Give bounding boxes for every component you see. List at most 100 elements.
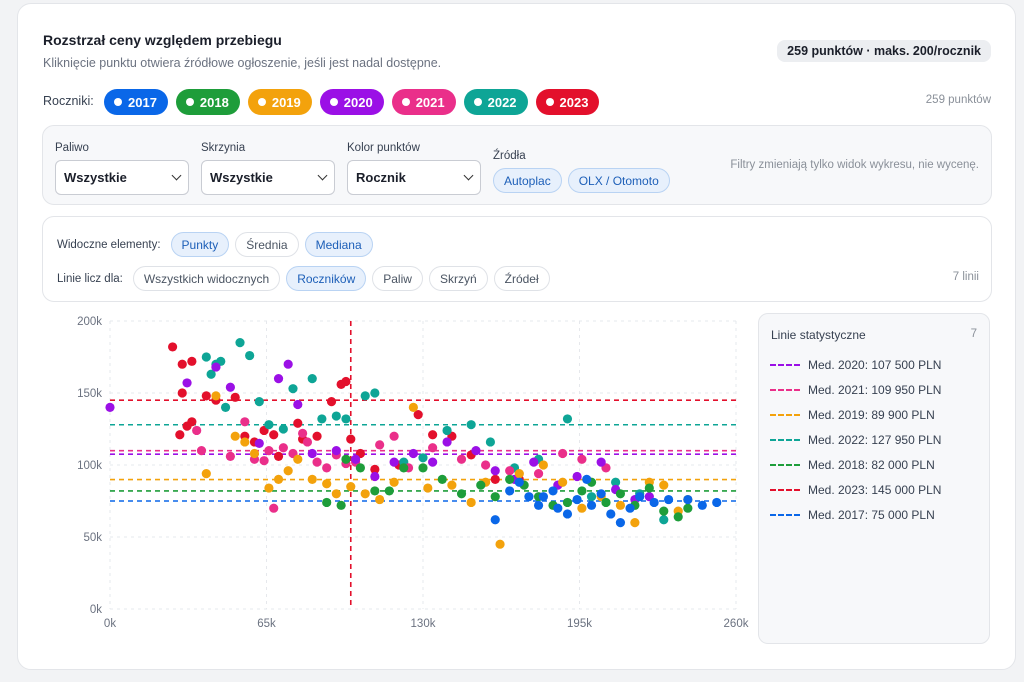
data-point-2022[interactable] <box>278 424 288 434</box>
data-point-2019[interactable] <box>249 448 260 459</box>
data-point-2022[interactable] <box>442 425 452 436</box>
data-point-2023[interactable] <box>341 376 351 387</box>
data-point-2018[interactable] <box>683 503 693 513</box>
data-point-2017[interactable] <box>712 497 722 508</box>
data-point-2019[interactable] <box>264 483 274 493</box>
data-point-2017[interactable] <box>697 500 707 510</box>
data-point-2017[interactable] <box>490 515 500 525</box>
data-point-2019[interactable] <box>630 518 640 528</box>
year-chip-2021[interactable]: 2021 <box>391 89 456 115</box>
data-point-2017[interactable] <box>606 509 616 519</box>
data-point-2022[interactable] <box>245 350 255 361</box>
data-point-2020[interactable] <box>211 362 221 372</box>
data-point-2019[interactable] <box>466 497 476 508</box>
data-point-2019[interactable] <box>322 479 332 489</box>
data-point-2020[interactable] <box>596 457 606 467</box>
data-point-2019[interactable] <box>307 474 317 484</box>
year-chip-2022[interactable]: 2022 <box>463 89 528 115</box>
data-point-2022[interactable] <box>206 369 216 379</box>
data-point-2020[interactable] <box>293 399 303 410</box>
data-point-2020[interactable] <box>572 471 582 482</box>
data-point-2020[interactable] <box>370 471 380 482</box>
data-point-2021[interactable] <box>375 440 385 450</box>
data-point-2018[interactable] <box>370 486 380 496</box>
data-point-2019[interactable] <box>389 477 399 487</box>
data-point-2021[interactable] <box>225 451 235 461</box>
data-point-2019[interactable] <box>360 489 370 499</box>
gearbox-select[interactable]: Wszystkie <box>201 160 335 195</box>
data-point-2020[interactable] <box>529 457 539 467</box>
source-chip-autoplac[interactable]: Autoplac <box>493 168 562 193</box>
data-point-2023[interactable] <box>177 388 187 398</box>
data-point-2022[interactable] <box>360 391 370 401</box>
data-point-2023[interactable] <box>370 464 380 474</box>
point-color-select[interactable]: Rocznik <box>347 160 481 195</box>
data-point-2021[interactable] <box>428 443 438 453</box>
data-point-2021[interactable] <box>302 437 313 447</box>
data-point-2017[interactable] <box>524 492 534 502</box>
data-point-2022[interactable] <box>264 420 274 430</box>
data-point-2021[interactable] <box>192 425 202 436</box>
data-point-2018[interactable] <box>341 454 351 464</box>
data-point-2020[interactable] <box>408 448 418 459</box>
data-point-2019[interactable] <box>447 480 457 490</box>
data-point-2023[interactable] <box>201 391 211 401</box>
lines-for-fuels[interactable]: Paliw <box>372 266 423 291</box>
data-point-2023[interactable] <box>177 359 187 369</box>
lines-for-sources[interactable]: Źródeł <box>493 266 550 291</box>
data-point-2021[interactable] <box>264 446 274 456</box>
data-point-2020[interactable] <box>283 359 293 369</box>
data-point-2023[interactable] <box>269 430 279 440</box>
data-point-2019[interactable] <box>495 539 505 549</box>
data-point-2023[interactable] <box>346 434 356 444</box>
data-point-2019[interactable] <box>538 460 548 470</box>
data-point-2017[interactable] <box>533 500 544 510</box>
data-point-2023[interactable] <box>273 451 284 461</box>
data-point-2022[interactable] <box>341 414 351 424</box>
data-point-2020[interactable] <box>273 374 284 384</box>
toggle-points[interactable]: Punkty <box>170 232 230 257</box>
data-point-2021[interactable] <box>577 454 587 464</box>
year-chip-2017[interactable]: 2017 <box>104 89 168 115</box>
lines-for-all-visible[interactable]: Wszystkich widocznych <box>132 266 281 291</box>
data-point-2019[interactable] <box>211 391 221 401</box>
data-point-2021[interactable] <box>259 456 269 466</box>
data-point-2017[interactable] <box>635 492 645 502</box>
data-point-2018[interactable] <box>577 486 587 496</box>
data-point-2019[interactable] <box>423 483 433 493</box>
data-point-2022[interactable] <box>466 420 476 430</box>
year-chip-2023[interactable]: 2023 <box>535 89 600 115</box>
data-point-2017[interactable] <box>548 486 558 496</box>
data-point-2021[interactable] <box>481 460 491 470</box>
data-point-2021[interactable] <box>505 466 515 476</box>
year-chip-2018[interactable]: 2018 <box>175 89 240 115</box>
data-point-2018[interactable] <box>456 489 467 499</box>
data-point-2017[interactable] <box>553 503 563 513</box>
data-point-2018[interactable] <box>418 463 428 473</box>
source-chip-olx-otomoto[interactable]: OLX / Otomoto <box>567 168 670 193</box>
data-point-2022[interactable] <box>586 492 597 502</box>
data-point-2022[interactable] <box>288 384 298 394</box>
data-point-2017[interactable] <box>582 474 592 484</box>
fuel-select[interactable]: Wszystkie <box>55 160 189 195</box>
data-point-2023[interactable] <box>326 397 337 407</box>
data-point-2017[interactable] <box>683 494 693 505</box>
data-point-2019[interactable] <box>375 494 385 505</box>
data-point-2018[interactable] <box>601 497 611 508</box>
data-point-2023[interactable] <box>182 421 192 431</box>
data-point-2020[interactable] <box>307 448 317 459</box>
data-point-2018[interactable] <box>336 500 346 510</box>
data-point-2018[interactable] <box>490 492 500 502</box>
data-point-2021[interactable] <box>278 443 288 453</box>
data-point-2017[interactable] <box>538 492 548 502</box>
data-point-2020[interactable] <box>254 438 264 448</box>
data-point-2018[interactable] <box>322 497 332 508</box>
data-point-2021[interactable] <box>322 463 332 473</box>
data-point-2022[interactable] <box>331 411 341 421</box>
data-point-2022[interactable] <box>370 388 380 398</box>
lines-for-years[interactable]: Roczników <box>286 266 367 291</box>
data-point-2017[interactable] <box>625 503 635 513</box>
data-point-2018[interactable] <box>355 463 365 473</box>
data-point-2017[interactable] <box>596 489 606 499</box>
data-point-2017[interactable] <box>649 497 659 508</box>
